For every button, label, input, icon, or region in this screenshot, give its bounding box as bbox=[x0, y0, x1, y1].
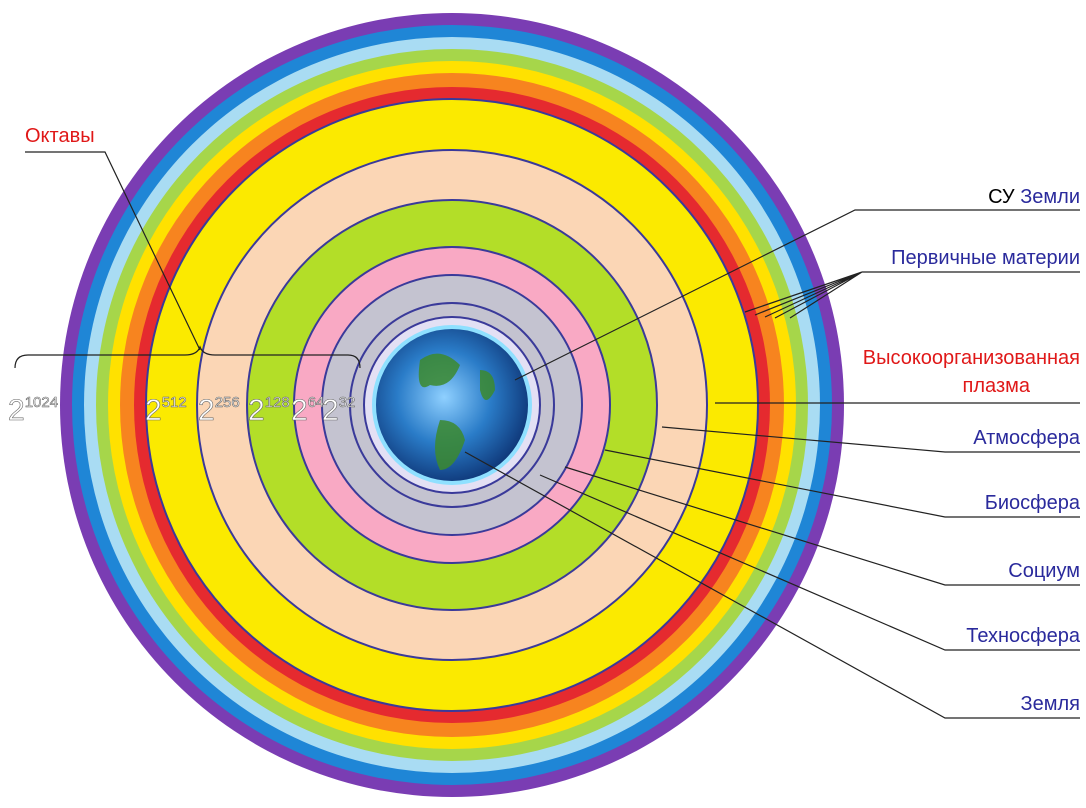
label: Атмосфера bbox=[973, 427, 1081, 449]
octave: 2512 bbox=[145, 394, 187, 427]
label: Первичные материи bbox=[891, 247, 1080, 269]
layer-labels: СУ Земли Первичные материи Высокоорганиз… bbox=[863, 186, 1081, 715]
label-part: Земли bbox=[1020, 186, 1080, 208]
octave-exp: 64 bbox=[308, 394, 325, 411]
label: Биосфера bbox=[985, 492, 1081, 514]
label: Социум bbox=[1008, 560, 1080, 582]
octave-exp: 256 bbox=[215, 394, 240, 411]
label-part: СУ bbox=[988, 186, 1015, 208]
octave: 21024 bbox=[8, 394, 58, 427]
octave-base: 2 bbox=[248, 394, 265, 427]
label: плазма bbox=[963, 375, 1031, 397]
octave: 264 bbox=[291, 394, 324, 427]
octave-base: 2 bbox=[322, 394, 339, 427]
octave: 232 bbox=[322, 394, 355, 427]
octave-exp: 128 bbox=[265, 394, 290, 411]
label: Техносфера bbox=[966, 625, 1081, 647]
leader-lines bbox=[14, 151, 1080, 719]
octave: 2256 bbox=[198, 394, 240, 427]
octave-exp: 512 bbox=[162, 394, 187, 411]
octave-base: 2 bbox=[291, 394, 308, 427]
rings bbox=[60, 13, 844, 797]
octave-base: 2 bbox=[198, 394, 215, 427]
octave-exp: 32 bbox=[339, 394, 356, 411]
octave-exp: 1024 bbox=[25, 394, 58, 411]
octave-labels: 21024 2512 2256 2128 264 232 bbox=[8, 394, 356, 428]
label: Высокоорганизованная bbox=[863, 347, 1080, 369]
octave: 2128 bbox=[248, 394, 290, 427]
octave-base: 2 bbox=[8, 394, 25, 427]
label: СУ Земли bbox=[988, 186, 1080, 208]
label: Земля bbox=[1021, 693, 1080, 715]
octave-base: 2 bbox=[145, 394, 162, 427]
earth-globe bbox=[372, 325, 532, 485]
octaves-title: Октавы bbox=[25, 125, 95, 147]
